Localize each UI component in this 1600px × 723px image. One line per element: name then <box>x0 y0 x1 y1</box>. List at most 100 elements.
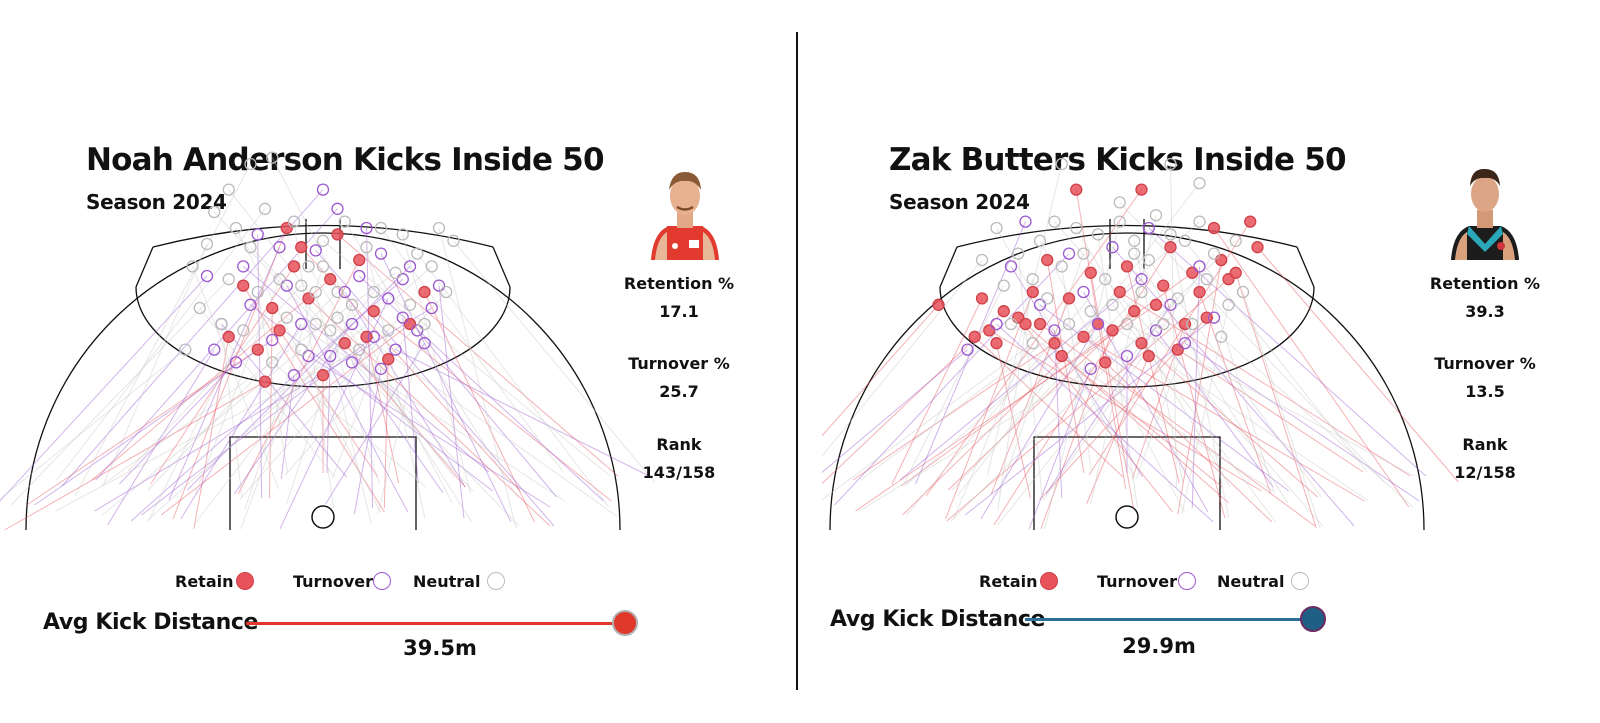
kick-point-turnover <box>280 279 293 292</box>
kick-point-turnover <box>331 202 344 215</box>
kick-line <box>1133 253 1288 504</box>
kick-line <box>308 266 473 523</box>
panel-divider <box>796 32 798 690</box>
chart-legend: Retain Turnover Neutral <box>822 570 1598 594</box>
kick-point-turnover <box>1120 349 1134 363</box>
kick-point-turnover <box>251 228 264 241</box>
kick-point-retain <box>1142 349 1155 363</box>
kick-line <box>1155 330 1274 488</box>
kick-line <box>366 247 426 519</box>
kick-line <box>1044 221 1121 530</box>
kick-point-neutral <box>295 279 308 292</box>
kick-line <box>233 323 353 495</box>
chart-subtitle: Season 2024 <box>889 190 1030 214</box>
kick-line <box>993 246 1171 526</box>
kick-point-neutral <box>1149 209 1163 222</box>
kick-point-neutral <box>266 151 279 164</box>
centre-square <box>1033 436 1221 530</box>
kick-line <box>366 336 400 484</box>
kick-line <box>947 310 1135 491</box>
kick-point-retain <box>403 317 417 331</box>
kick-point-turnover <box>1106 241 1119 254</box>
panel-anderson: Noah Anderson Kicks Inside 50 Season 202… <box>0 0 796 723</box>
kick-point-retain <box>1135 183 1148 196</box>
kick-line <box>100 272 396 487</box>
legend-dot-neutral <box>487 572 505 590</box>
kick-line <box>308 298 551 527</box>
kick-point-neutral <box>316 260 330 273</box>
kick-point-neutral <box>1033 234 1047 247</box>
legend-label-turnover: Turnover <box>293 572 373 591</box>
kick-point-neutral <box>1113 196 1126 209</box>
kick-line <box>1090 272 1135 509</box>
kick-point-neutral <box>338 215 351 228</box>
legend-dot-turnover <box>373 572 391 590</box>
kick-point-retain <box>997 305 1010 318</box>
kick-line <box>859 323 1164 512</box>
kick-point-turnover <box>1062 247 1076 260</box>
kick-point-retain <box>295 241 308 254</box>
kick-point-neutral <box>193 301 206 315</box>
kick-line <box>1148 259 1322 498</box>
kick-line <box>1097 234 1138 509</box>
stat-label: Turnover % <box>1434 354 1536 373</box>
kick-point-neutral <box>360 241 373 254</box>
kick-point-neutral <box>1128 234 1141 247</box>
kick-point-retain <box>287 260 301 273</box>
legend-dot-retain <box>236 572 254 590</box>
kick-line <box>395 349 650 477</box>
kick-line <box>242 266 490 473</box>
kick-point-turnover <box>374 362 388 375</box>
kick-line <box>1017 317 1174 513</box>
kick-point-retain <box>1207 221 1221 235</box>
kick-line <box>1242 291 1321 529</box>
kick-point-retain <box>1251 241 1264 254</box>
kick-line <box>168 246 280 501</box>
legend-label-retain: Retain <box>979 572 1038 591</box>
kick-point-turnover <box>389 343 402 356</box>
kick-point-retain <box>1048 337 1061 350</box>
kick-line <box>1126 266 1180 484</box>
kick-point-turnover <box>411 324 424 337</box>
kick-line <box>860 323 1070 481</box>
stat-value: 12/158 <box>1454 463 1516 482</box>
kick-line <box>822 342 1034 501</box>
kick-line <box>822 310 1005 485</box>
kick-line <box>1017 253 1043 499</box>
kick-line <box>119 362 237 485</box>
kick-point-neutral <box>1055 157 1068 171</box>
fifty-metre-arc <box>829 232 1425 531</box>
kick-point-turnover <box>208 343 221 356</box>
kick-point-turnover <box>1178 337 1192 350</box>
kick-point-neutral <box>208 205 221 219</box>
kick-line <box>988 329 1262 492</box>
kick-point-turnover <box>309 244 322 257</box>
panel-butters: Zak Butters Kicks Inside 50 Season 2024 … <box>822 0 1600 723</box>
kick-point-neutral <box>447 234 460 247</box>
kick-point-neutral <box>1120 317 1134 331</box>
avg-kick-distance-marker <box>1300 606 1326 632</box>
kick-line <box>353 368 382 515</box>
kick-point-retain <box>1135 337 1148 350</box>
kick-point-neutral <box>1193 215 1206 228</box>
kick-line <box>337 317 619 518</box>
avg-kick-distance-value: 29.9m <box>1122 634 1196 658</box>
kick-line <box>891 298 983 485</box>
kick-line <box>228 189 456 479</box>
kick-line <box>1054 330 1063 499</box>
kick-point-turnover <box>345 356 359 369</box>
kick-point-retain <box>1229 266 1242 279</box>
kick-point-neutral <box>266 356 279 369</box>
stat-value: 39.3 <box>1465 302 1505 321</box>
kick-point-neutral <box>425 260 438 273</box>
kick-line <box>61 189 324 487</box>
chart-title: Zak Butters Kicks Inside 50 <box>889 142 1347 178</box>
kick-point-neutral <box>244 157 257 171</box>
kick-line <box>1039 323 1316 527</box>
kick-point-retain <box>990 337 1003 350</box>
kick-point-neutral <box>1012 247 1025 260</box>
fifty-metre-arc <box>25 232 621 531</box>
kick-point-neutral <box>1026 337 1039 350</box>
stat-retention: Retention % 39.3 <box>1410 270 1560 326</box>
kick-point-retain <box>1026 285 1039 299</box>
